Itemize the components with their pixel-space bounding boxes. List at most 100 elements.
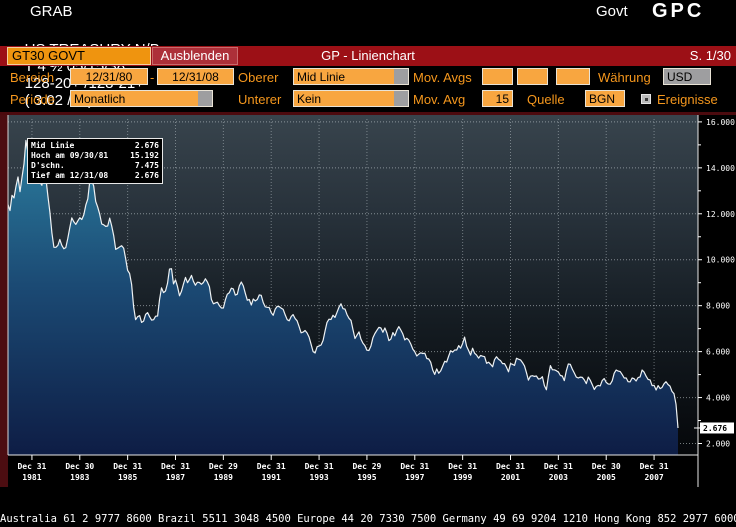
legend-date: 09/30/81 bbox=[69, 151, 109, 160]
legend-label: Hoch am bbox=[31, 151, 65, 160]
page-indicator[interactable]: S. 1/30 bbox=[689, 48, 731, 63]
y-axis-label: 16.000 bbox=[706, 118, 735, 127]
legend-row-mid: Mid Linie 2.676 bbox=[31, 141, 159, 151]
legend-label: D'schn. bbox=[31, 161, 65, 170]
x-axis-label-day: Dec 31 bbox=[113, 462, 142, 471]
legend-row-average: D'schn. 7.475 bbox=[31, 161, 159, 171]
upper-chart-value: Mid Linie bbox=[297, 70, 346, 84]
x-axis-label-year: 1985 bbox=[118, 473, 137, 482]
x-axis-label-day: Dec 30 bbox=[592, 462, 621, 471]
legend-label: Tief am bbox=[31, 171, 65, 180]
panel-separator bbox=[0, 112, 736, 115]
grab-label: GRAB bbox=[30, 3, 73, 20]
x-axis-label-day: Dec 29 bbox=[352, 462, 381, 471]
footer-line-1: Australia 61 2 9777 8600 Brazil 5511 304… bbox=[0, 513, 736, 525]
left-border-strip bbox=[0, 115, 8, 487]
x-axis-label-year: 1995 bbox=[357, 473, 376, 482]
mov-avg-label: Mov. Avg bbox=[413, 92, 466, 107]
source-label: Quelle bbox=[527, 92, 565, 107]
x-axis-label-day: Dec 31 bbox=[496, 462, 525, 471]
x-axis-label-year: 2005 bbox=[597, 473, 616, 482]
yield-line bbox=[7, 139, 679, 429]
upper-chart-label: Oberer bbox=[238, 70, 279, 85]
controls-row-2: Periode Monatlich Unterer Kein Mov. Avg … bbox=[0, 90, 736, 110]
range-end-input[interactable]: 12/31/08 bbox=[157, 68, 234, 85]
x-axis-label-year: 1991 bbox=[262, 473, 281, 482]
ticker-input[interactable]: GT30 GOVT bbox=[7, 47, 151, 65]
mov-avg-input-2[interactable] bbox=[517, 68, 548, 85]
legend-value: 15.192 bbox=[130, 151, 159, 160]
lower-chart-label: Unterer bbox=[238, 92, 282, 107]
function-title-bar: GP - Linienchart GT30 GOVT Ausblenden S.… bbox=[0, 46, 736, 66]
x-axis-label-year: 1993 bbox=[309, 473, 328, 482]
footer: Australia 61 2 9777 8600 Brazil 5511 304… bbox=[0, 487, 736, 527]
legend-row-low: Tief am 12/31/08 2.676 bbox=[31, 171, 159, 181]
dropdown-grip-icon bbox=[394, 69, 408, 84]
currency-label: Währung bbox=[598, 70, 651, 85]
security-description-line: US TREASURY N/B T 4 ½ 05/15/38 128-20+ /… bbox=[8, 24, 736, 143]
last-value-label: 2.676 bbox=[703, 424, 727, 433]
mov-avg-input-1[interactable] bbox=[482, 68, 513, 85]
x-axis-label-year: 1989 bbox=[214, 473, 233, 482]
chart-title: GP - Linienchart bbox=[321, 48, 415, 63]
x-axis-label-year: 1997 bbox=[405, 473, 424, 482]
x-axis-label-day: Dec 31 bbox=[640, 462, 669, 471]
x-axis-label-year: 1981 bbox=[22, 473, 41, 482]
y-axis-label: 14.000 bbox=[706, 164, 735, 173]
mov-avgs-label: Mov. Avgs bbox=[413, 70, 472, 85]
last-value-badge bbox=[700, 422, 734, 434]
upper-chart-dropdown[interactable]: Mid Linie bbox=[293, 68, 409, 85]
legend-row-high: Hoch am 09/30/81 15.192 bbox=[31, 151, 159, 161]
x-axis-label-day: Dec 31 bbox=[17, 462, 46, 471]
legend-label: Mid Linie bbox=[31, 141, 75, 150]
period-value: Monatlich bbox=[74, 92, 126, 106]
legend-value: 2.676 bbox=[134, 141, 159, 150]
x-axis-label-day: Dec 31 bbox=[305, 462, 334, 471]
y-axis-label: 12.000 bbox=[706, 210, 735, 219]
y-axis-label: 8.000 bbox=[706, 302, 730, 311]
header-line-1: GRAB Govt GPC bbox=[0, 0, 736, 22]
x-axis-label-year: 1983 bbox=[70, 473, 89, 482]
chart-legend: Mid Linie 2.676 Hoch am 09/30/81 15.192 … bbox=[27, 138, 163, 184]
source-input[interactable]: BGN bbox=[585, 90, 625, 107]
events-label: Ereignisse bbox=[657, 92, 718, 107]
y-axis-label: 2.000 bbox=[706, 440, 730, 449]
y-axis-label: 4.000 bbox=[706, 394, 730, 403]
currency-value[interactable]: USD bbox=[663, 68, 711, 85]
x-axis-label-day: Dec 31 bbox=[400, 462, 429, 471]
x-axis-label-day: Dec 31 bbox=[161, 462, 190, 471]
controls-row-1: Bereich 12/31/80 - 12/31/08 Oberer Mid L… bbox=[0, 68, 736, 88]
mov-avg-window-input[interactable]: 15 bbox=[482, 90, 513, 107]
mov-avg-input-3[interactable] bbox=[556, 68, 590, 85]
x-axis-label-day: Dec 31 bbox=[544, 462, 573, 471]
range-separator: - bbox=[150, 70, 155, 85]
period-dropdown[interactable]: Monatlich bbox=[70, 90, 213, 107]
x-axis-label-day: Dec 31 bbox=[257, 462, 286, 471]
x-axis-label-day: Dec 30 bbox=[65, 462, 94, 471]
x-axis-label-day: Dec 31 bbox=[448, 462, 477, 471]
x-axis-label-year: 1987 bbox=[166, 473, 185, 482]
y-axis-label: 6.000 bbox=[706, 348, 730, 357]
x-axis-label-year: 2001 bbox=[501, 473, 520, 482]
govt-menu-label[interactable]: Govt bbox=[596, 3, 628, 20]
gpc-function-label[interactable]: GPC bbox=[652, 0, 705, 22]
legend-value: 2.676 bbox=[134, 171, 159, 180]
x-axis-label-year: 2007 bbox=[644, 473, 663, 482]
legend-value: 7.475 bbox=[134, 161, 159, 170]
period-label: Periode bbox=[10, 92, 55, 107]
hide-button[interactable]: Ausblenden bbox=[152, 47, 238, 65]
lower-chart-value: Kein bbox=[297, 92, 322, 106]
dropdown-grip-icon bbox=[394, 91, 408, 106]
range-label: Bereich bbox=[10, 70, 55, 85]
events-checkbox[interactable] bbox=[641, 94, 651, 104]
lower-chart-dropdown[interactable]: Kein bbox=[293, 90, 409, 107]
checkbox-mark-icon bbox=[645, 98, 648, 101]
yield-area-fill bbox=[8, 140, 678, 455]
x-axis-label-year: 2003 bbox=[549, 473, 568, 482]
x-axis-label-year: 1999 bbox=[453, 473, 472, 482]
range-start-input[interactable]: 12/31/80 bbox=[70, 68, 148, 85]
y-axis-label: 10.000 bbox=[706, 256, 735, 265]
legend-date: 12/31/08 bbox=[69, 171, 109, 180]
dropdown-grip-icon bbox=[198, 91, 212, 106]
